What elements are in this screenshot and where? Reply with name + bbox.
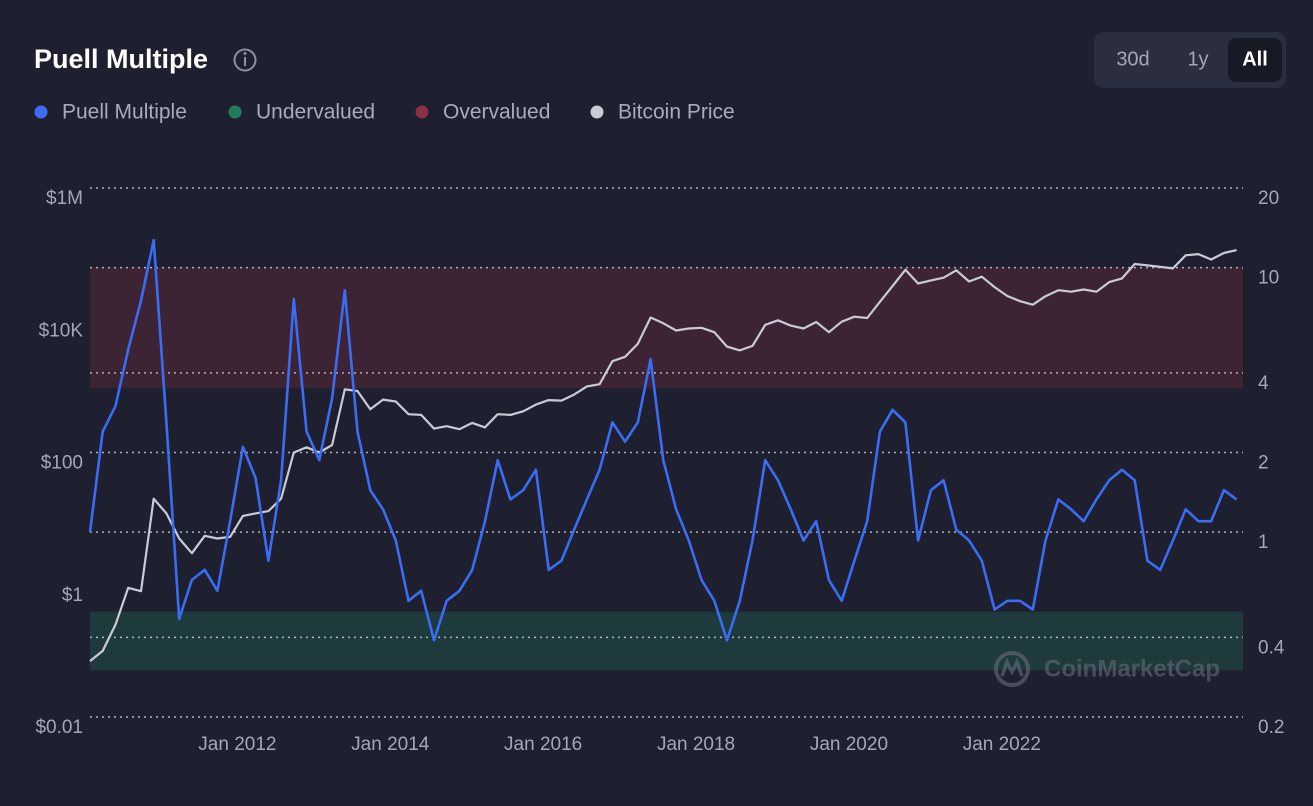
legend-swatch (228, 105, 242, 119)
info-dot (243, 52, 247, 55)
line-series (88, 238, 1238, 642)
x-tick-label: Jan 2020 (810, 734, 888, 755)
x-tick-label: Jan 2016 (504, 734, 582, 755)
y-tick-label: $0.01 (35, 717, 83, 738)
y2-tick-label: 20 (1258, 188, 1279, 209)
legend-swatch (34, 105, 48, 119)
watermark-logo (994, 651, 1030, 687)
line-series (89, 249, 1237, 662)
x-tick-label: Jan 2018 (657, 734, 735, 755)
info-circle (233, 48, 257, 72)
y2-tick-label: 1 (1258, 532, 1269, 553)
y2-tick-label: 0.4 (1258, 637, 1285, 658)
legend-label[interactable]: Undervalued (256, 101, 375, 124)
band (90, 267, 1243, 389)
watermark-text: CoinMarketCap (1044, 655, 1220, 682)
x-tick-label: Jan 2022 (963, 734, 1041, 755)
y2-tick-label: 0.2 (1258, 717, 1284, 738)
x-tick-label: Jan 2014 (351, 734, 430, 755)
info-icon[interactable] (233, 48, 257, 72)
legend-label[interactable]: Bitcoin Price (618, 101, 735, 124)
chart-title: Puell Multiple (34, 44, 208, 74)
y-tick-label: $100 (41, 453, 83, 474)
y2-tick-label: 10 (1258, 268, 1279, 289)
range-button-active[interactable] (1228, 38, 1282, 82)
y2-tick-label: 2 (1258, 453, 1269, 474)
legend-swatch (415, 105, 429, 119)
y-tick-label: $1 (62, 585, 83, 606)
y-tick-label: $10K (39, 320, 84, 341)
range-button[interactable]: 30d (1116, 48, 1149, 70)
watermark-logo-mark (1000, 657, 1024, 677)
y2-tick-label: 4 (1258, 373, 1269, 394)
range-button[interactable]: All (1242, 48, 1268, 70)
watermark: CoinMarketCap (994, 651, 1220, 687)
legend-label[interactable]: Overvalued (443, 101, 550, 124)
y-tick-label: $1M (46, 188, 83, 209)
legend-label[interactable]: Puell Multiple (62, 101, 187, 124)
legend-swatch (590, 105, 604, 119)
range-button[interactable]: 1y (1187, 48, 1208, 70)
band (90, 611, 1243, 671)
x-tick-label: Jan 2012 (198, 734, 276, 755)
